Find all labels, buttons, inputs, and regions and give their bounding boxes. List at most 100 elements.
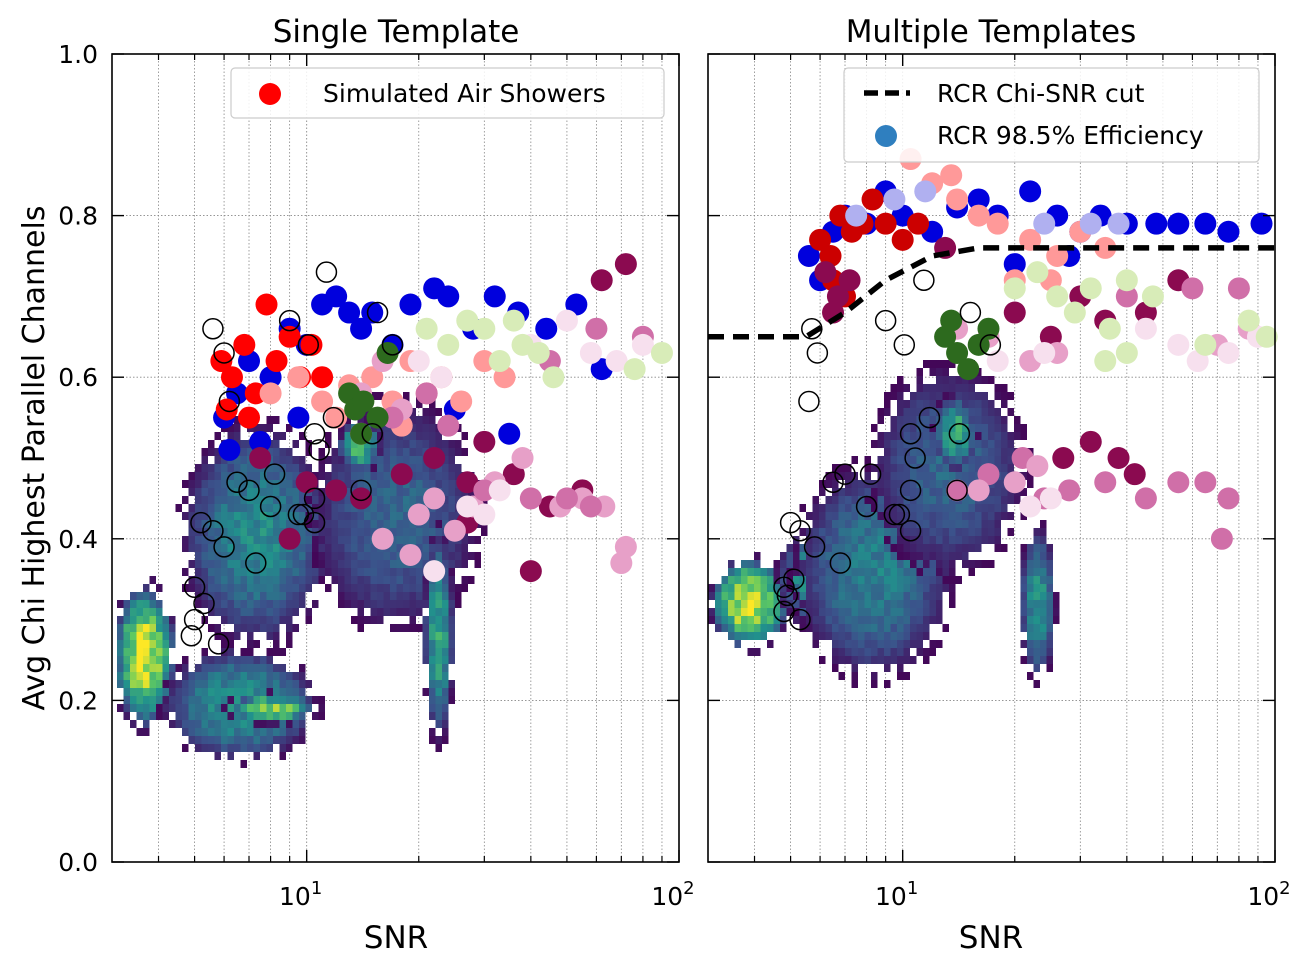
density-bin	[396, 440, 403, 448]
density-bin	[351, 544, 358, 552]
density-bin	[968, 464, 975, 472]
right-title: Multiple Templates	[846, 14, 1137, 50]
density-bin	[221, 488, 228, 496]
data-point	[338, 301, 361, 324]
density-bin	[377, 392, 384, 400]
density-bin	[201, 688, 208, 696]
density-bin	[975, 440, 982, 448]
density-bin	[760, 616, 767, 624]
density-bin	[975, 456, 982, 464]
density-bin	[897, 672, 904, 680]
density-bin	[949, 552, 956, 560]
density-bin	[273, 456, 280, 464]
density-bin	[929, 568, 936, 576]
density-bin	[734, 600, 741, 608]
density-bin	[832, 536, 839, 544]
density-bin	[292, 512, 299, 520]
density-bin	[370, 568, 377, 576]
density-bin	[130, 656, 137, 664]
density-bin	[819, 616, 826, 624]
density-bin	[1007, 496, 1014, 504]
density-bin	[468, 576, 475, 584]
density-bin	[728, 592, 735, 600]
density-bin	[877, 656, 884, 664]
density-bin	[214, 456, 221, 464]
density-bin	[988, 496, 995, 504]
density-bin	[916, 536, 923, 544]
density-bin	[305, 464, 312, 472]
density-bin	[253, 696, 260, 704]
density-bin	[390, 592, 397, 600]
density-bin	[442, 640, 449, 648]
density-bin	[773, 608, 780, 616]
density-bin	[162, 632, 169, 640]
density-bin	[923, 360, 930, 368]
density-bin	[409, 456, 416, 464]
density-bin	[286, 504, 293, 512]
density-bin	[383, 504, 390, 512]
density-bin	[819, 624, 826, 632]
density-bin	[812, 616, 819, 624]
density-bin	[325, 528, 332, 536]
density-bin	[442, 728, 449, 736]
density-bin	[916, 440, 923, 448]
density-bin	[871, 672, 878, 680]
density-bin	[383, 576, 390, 584]
density-bin	[130, 624, 137, 632]
density-bin	[845, 488, 852, 496]
density-bin	[442, 552, 449, 560]
density-bin	[929, 384, 936, 392]
density-bin	[234, 456, 241, 464]
density-bin	[351, 440, 358, 448]
density-bin	[403, 448, 410, 456]
density-bin	[273, 512, 280, 520]
density-bin	[240, 720, 247, 728]
density-bin	[864, 648, 871, 656]
density-bin	[871, 624, 878, 632]
density-bin	[416, 496, 423, 504]
density-bin	[864, 560, 871, 568]
density-bin	[929, 400, 936, 408]
density-bin	[377, 552, 384, 560]
density-bin	[331, 536, 338, 544]
density-bin	[208, 576, 215, 584]
density-bin	[845, 536, 852, 544]
density-bin	[1046, 584, 1053, 592]
density-bin	[338, 528, 345, 536]
density-bin	[136, 728, 143, 736]
density-bin	[1046, 656, 1053, 664]
density-bin	[195, 696, 202, 704]
density-bin	[923, 656, 930, 664]
density-bin	[877, 480, 884, 488]
data-point	[325, 479, 348, 502]
density-bin	[253, 672, 260, 680]
density-bin	[897, 568, 904, 576]
density-bin	[897, 640, 904, 648]
density-bin	[728, 632, 735, 640]
density-bin	[1027, 576, 1034, 584]
density-bin	[279, 504, 286, 512]
density-bin	[234, 744, 241, 752]
density-bin	[195, 600, 202, 608]
density-bin	[136, 616, 143, 624]
density-bin	[832, 480, 839, 488]
density-bin	[364, 576, 371, 584]
density-bin	[312, 536, 319, 544]
density-bin	[279, 720, 286, 728]
density-bin	[279, 648, 286, 656]
density-bin	[416, 488, 423, 496]
density-bin	[370, 584, 377, 592]
density-bin	[266, 488, 273, 496]
density-bin	[422, 416, 429, 424]
density-bin	[351, 528, 358, 536]
density-bin	[812, 600, 819, 608]
density-bin	[273, 616, 280, 624]
data-point	[797, 245, 820, 267]
density-bin	[377, 440, 384, 448]
density-bin	[845, 584, 852, 592]
density-bin	[767, 608, 774, 616]
density-bin	[149, 592, 156, 600]
density-bin	[910, 544, 917, 552]
data-point	[940, 164, 963, 187]
density-bin	[383, 432, 390, 440]
